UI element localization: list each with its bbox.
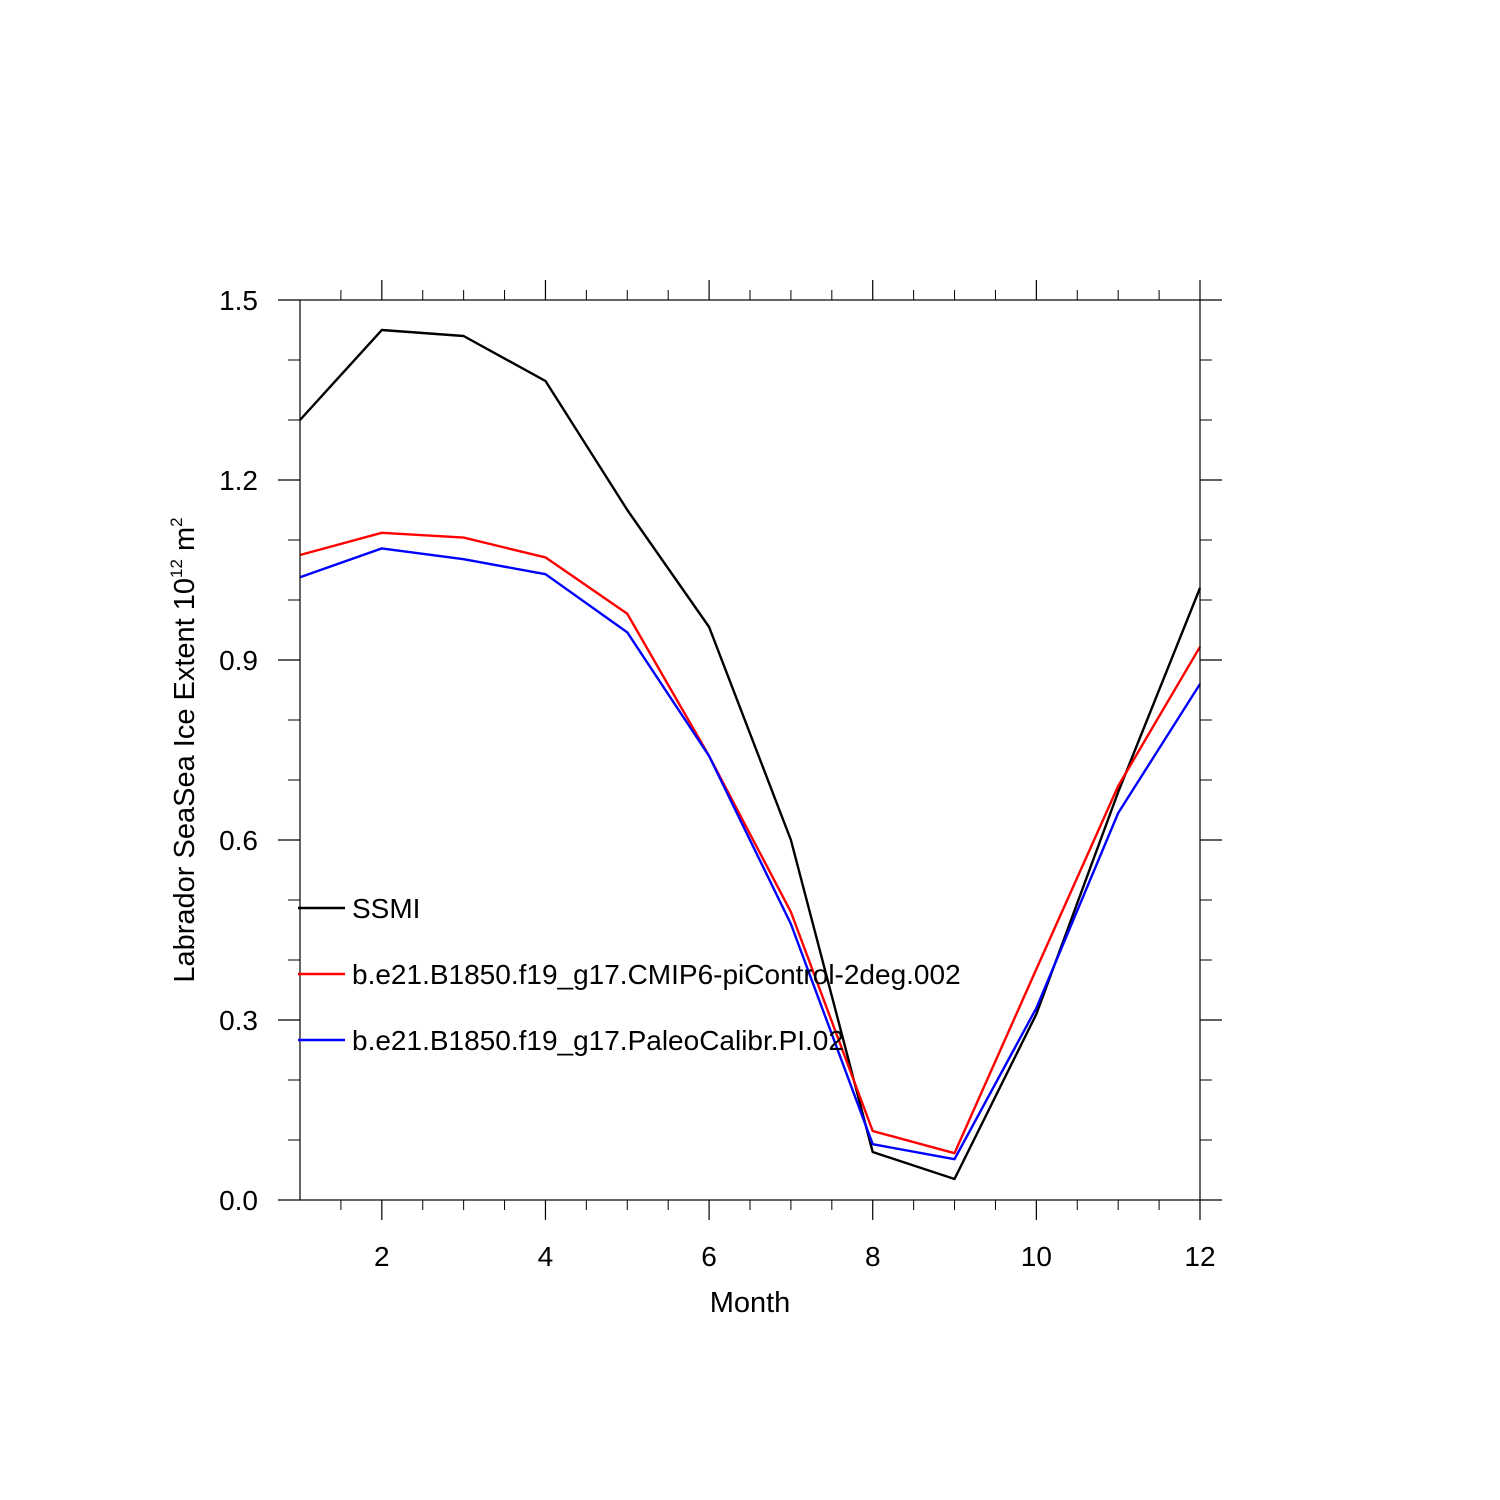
axis-ticks (278, 280, 1222, 1220)
y-tick-label: 0.6 (219, 825, 258, 856)
x-tick-label: 12 (1184, 1241, 1215, 1272)
y-tick-label: 0.0 (219, 1185, 258, 1216)
legend-label: b.e21.B1850.f19_g17.PaleoCalibr.PI.02 (352, 1025, 844, 1056)
x-tick-label: 10 (1021, 1241, 1052, 1272)
legend: SSMI b.e21.B1850.f19_g17.CMIP6-piControl-… (298, 893, 961, 1056)
tick-labels: 2 4 6 8 10 12 0.0 0.3 0.6 0.9 1.2 1.5 (219, 285, 1216, 1272)
y-tick-label: 0.3 (219, 1005, 258, 1036)
y-tick-label: 1.5 (219, 285, 258, 316)
x-tick-label: 2 (374, 1241, 390, 1272)
y-axis-label: Labrador SeaSea Ice Extent 1012 m2 (167, 517, 201, 982)
x-tick-label: 6 (701, 1241, 717, 1272)
series-lines (299, 328, 1202, 1181)
x-tick-label: 8 (865, 1241, 881, 1272)
legend-label: SSMI (352, 893, 420, 924)
plot-frame (299, 299, 1201, 1201)
x-tick-label: 4 (538, 1241, 554, 1272)
series-line-2 (299, 531, 1202, 1155)
series-line-3 (299, 547, 1202, 1161)
y-tick-label: 0.9 (219, 645, 258, 676)
legend-label: b.e21.B1850.f19_g17.CMIP6-piControl-2deg… (352, 959, 961, 990)
x-axis-label: Month (710, 1287, 791, 1319)
y-tick-label: 1.2 (219, 465, 258, 496)
